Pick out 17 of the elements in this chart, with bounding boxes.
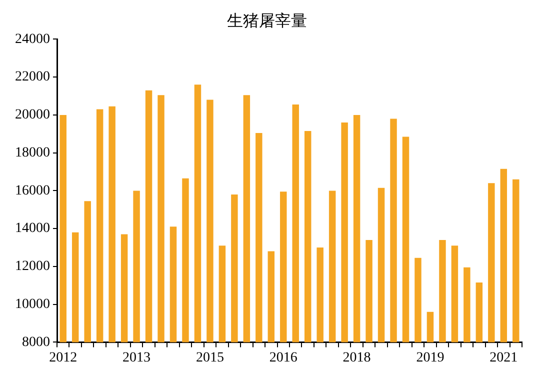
y-tick-label: 20000 — [15, 108, 50, 123]
y-tick-label: 10000 — [15, 296, 50, 312]
y-tick-label: 16000 — [15, 183, 50, 198]
y-tick-label: 8000 — [22, 334, 50, 350]
y-tick-label: 22000 — [15, 70, 50, 85]
y-tick-label: 18000 — [15, 145, 50, 160]
y-tick-label: 24000 — [15, 32, 50, 47]
x-tick-label: 2015 — [196, 350, 224, 366]
chart-title: 生猪屠宰量 — [227, 10, 307, 30]
x-tick-label: 2021 — [490, 350, 518, 366]
x-tick-label: 2019 — [416, 350, 444, 366]
x-tick-label: 2012 — [49, 350, 78, 366]
y-tick-label: 14000 — [15, 221, 50, 236]
x-tick-label: 2013 — [122, 350, 151, 366]
x-tick-label: 2018 — [342, 350, 371, 366]
y-tick-label: 12000 — [15, 259, 50, 274]
x-tick-label: 2016 — [269, 350, 298, 366]
